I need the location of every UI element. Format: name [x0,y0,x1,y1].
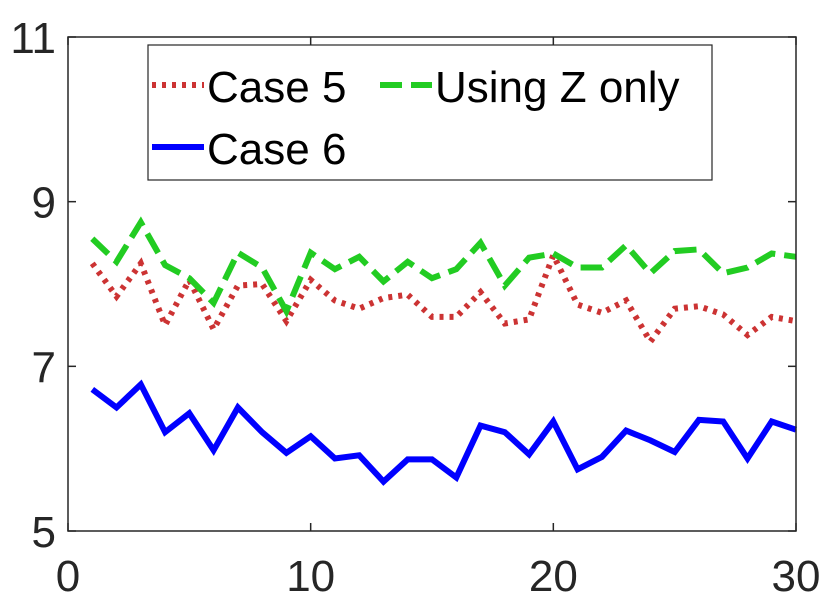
x-tick-label: 10 [286,552,335,597]
y-tick-label: 7 [32,343,56,392]
legend-label-case5: Case 5 [207,63,346,112]
ticks-layer: 0 10 20 30 5 7 9 11 [10,14,820,597]
y-tick-label: 9 [32,179,56,228]
series-line-case-6 [90,379,797,486]
legend-box [147,44,713,181]
x-tick-label: 0 [56,552,80,597]
x-tick-label: 20 [529,552,578,597]
y-tick-label: 11 [10,14,56,63]
legend-label-using-z-only: Using Z only [435,63,680,112]
legend: Case 5 Using Z only Case 6 [147,44,713,181]
x-tick-label: 30 [772,552,821,597]
series-line-using-z-only [90,216,797,319]
legend-label-case6: Case 6 [207,125,346,174]
y-tick-label: 5 [32,508,56,557]
plot-frame [67,36,797,532]
series-layer [89,216,797,486]
